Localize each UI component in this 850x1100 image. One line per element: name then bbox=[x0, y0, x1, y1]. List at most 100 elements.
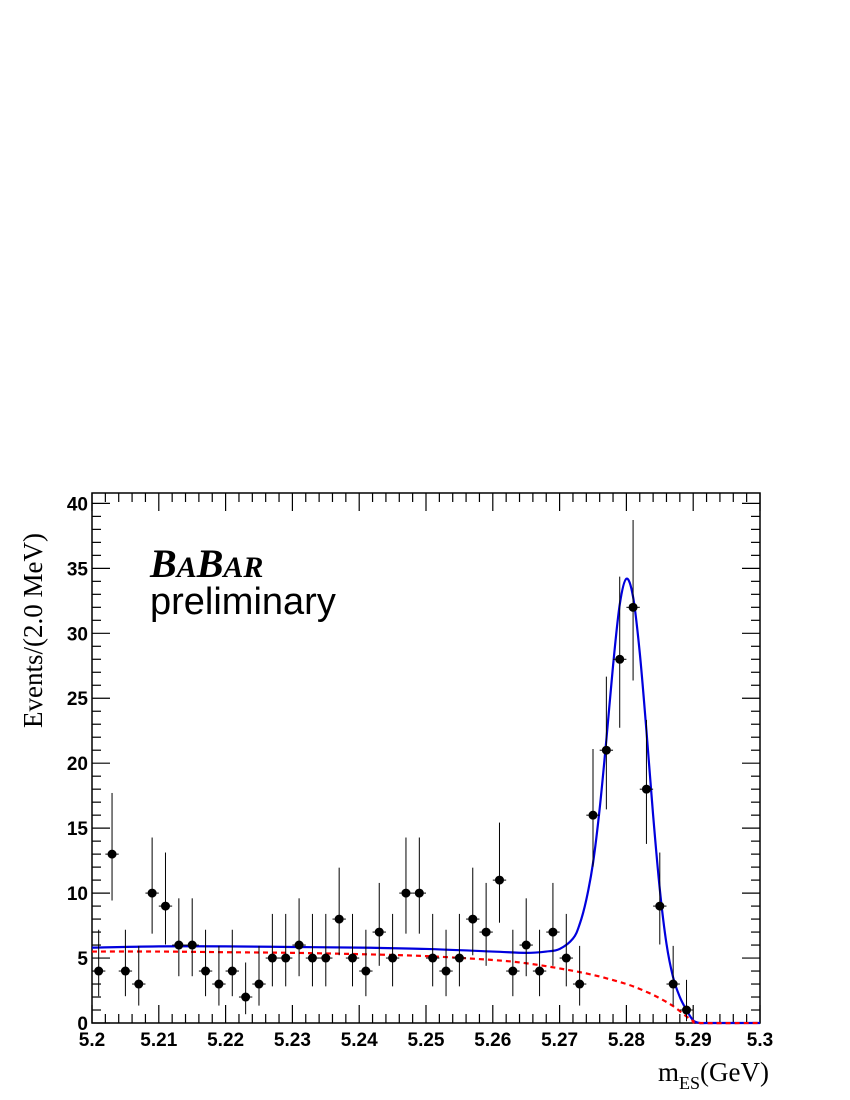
data-points bbox=[92, 519, 694, 1022]
data-point bbox=[279, 913, 293, 987]
x-tick-label: 5.3 bbox=[747, 1030, 773, 1051]
data-point bbox=[372, 882, 386, 966]
x-tick-label: 5.23 bbox=[274, 1030, 311, 1051]
data-point bbox=[452, 913, 467, 987]
data-marker bbox=[615, 654, 625, 664]
data-point bbox=[412, 837, 426, 934]
y-tick-label: 15 bbox=[67, 819, 89, 840]
data-marker bbox=[241, 992, 251, 1002]
y-tick-label: 5 bbox=[77, 949, 88, 970]
data-point bbox=[519, 898, 533, 977]
y-tick-label: 25 bbox=[67, 689, 89, 710]
data-marker bbox=[214, 979, 224, 989]
data-marker bbox=[601, 745, 611, 755]
data-marker bbox=[628, 602, 638, 612]
data-point bbox=[212, 945, 226, 1006]
preliminary-label: preliminary bbox=[150, 581, 336, 623]
data-marker bbox=[321, 953, 331, 963]
data-marker bbox=[655, 901, 665, 911]
data-marker bbox=[588, 810, 598, 820]
data-marker bbox=[281, 953, 291, 963]
x-tick-label: 5.28 bbox=[608, 1030, 645, 1051]
data-marker bbox=[267, 953, 277, 963]
y-tick-label: 20 bbox=[67, 754, 88, 775]
x-tick-label: 5.25 bbox=[408, 1030, 445, 1051]
data-marker bbox=[134, 979, 144, 989]
data-point bbox=[145, 837, 159, 934]
data-marker bbox=[94, 966, 104, 976]
data-point bbox=[118, 929, 133, 997]
data-point bbox=[132, 945, 146, 1006]
data-point bbox=[599, 676, 614, 810]
data-point bbox=[292, 898, 306, 977]
y-tick-label: 0 bbox=[77, 1014, 88, 1035]
data-marker bbox=[468, 914, 478, 924]
y-tick-labels: 0 5 10 15 20 25 30 35 40 bbox=[67, 494, 89, 1035]
data-point bbox=[613, 576, 627, 728]
data-marker bbox=[494, 875, 504, 885]
data-point bbox=[572, 945, 587, 1006]
y-tick-label: 10 bbox=[67, 884, 88, 905]
data-point bbox=[238, 962, 253, 1015]
data-point bbox=[532, 929, 547, 997]
data-point bbox=[466, 867, 480, 956]
data-point bbox=[198, 929, 213, 997]
data-marker bbox=[682, 1005, 692, 1015]
data-marker bbox=[641, 784, 651, 794]
data-point bbox=[332, 867, 346, 956]
data-point bbox=[319, 913, 333, 987]
data-marker bbox=[535, 966, 545, 976]
data-marker bbox=[294, 940, 304, 950]
data-point bbox=[265, 913, 280, 987]
data-marker bbox=[174, 940, 184, 950]
data-point bbox=[639, 719, 654, 844]
data-marker bbox=[561, 953, 571, 963]
data-marker bbox=[107, 849, 117, 859]
data-point bbox=[546, 882, 560, 966]
data-point bbox=[385, 913, 400, 987]
y-tick-label: 30 bbox=[67, 624, 88, 645]
axis-ticks bbox=[91, 493, 761, 1024]
y-tick-label: 40 bbox=[67, 494, 88, 515]
data-marker bbox=[374, 927, 384, 937]
data-marker bbox=[521, 940, 531, 950]
data-point bbox=[586, 749, 600, 867]
data-point bbox=[252, 945, 266, 1006]
data-marker bbox=[160, 901, 170, 911]
data-marker bbox=[454, 953, 464, 963]
data-marker bbox=[201, 966, 211, 976]
x-axis-title: mES(GeV) bbox=[658, 1057, 769, 1093]
data-marker bbox=[508, 966, 518, 976]
data-point bbox=[653, 852, 667, 945]
data-marker bbox=[307, 953, 317, 963]
data-point bbox=[172, 898, 186, 977]
data-marker bbox=[481, 927, 491, 937]
data-point bbox=[185, 898, 199, 977]
data-point bbox=[492, 822, 507, 923]
y-tick-label: 35 bbox=[67, 559, 89, 580]
data-marker bbox=[575, 979, 585, 989]
data-point bbox=[479, 882, 493, 966]
data-point bbox=[666, 945, 680, 1006]
data-marker bbox=[147, 888, 157, 898]
x-tick-label: 5.24 bbox=[341, 1030, 378, 1051]
data-marker bbox=[348, 953, 358, 963]
data-marker bbox=[668, 979, 678, 989]
data-point bbox=[305, 913, 320, 987]
data-point bbox=[399, 837, 413, 934]
x-tick-label: 5.21 bbox=[140, 1030, 177, 1051]
data-point bbox=[506, 929, 520, 997]
data-marker bbox=[428, 953, 438, 963]
x-axis-title-sub: ES bbox=[679, 1073, 700, 1093]
data-point bbox=[626, 519, 640, 681]
data-point bbox=[426, 913, 440, 987]
data-point bbox=[679, 979, 694, 1022]
data-point bbox=[105, 792, 119, 901]
data-marker bbox=[414, 888, 424, 898]
data-marker bbox=[361, 966, 371, 976]
x-axis-title-main: m bbox=[658, 1057, 679, 1087]
data-marker bbox=[401, 888, 411, 898]
x-tick-label: 5.26 bbox=[474, 1030, 511, 1051]
y-axis-title: Events/(2.0 MeV) bbox=[18, 533, 48, 728]
